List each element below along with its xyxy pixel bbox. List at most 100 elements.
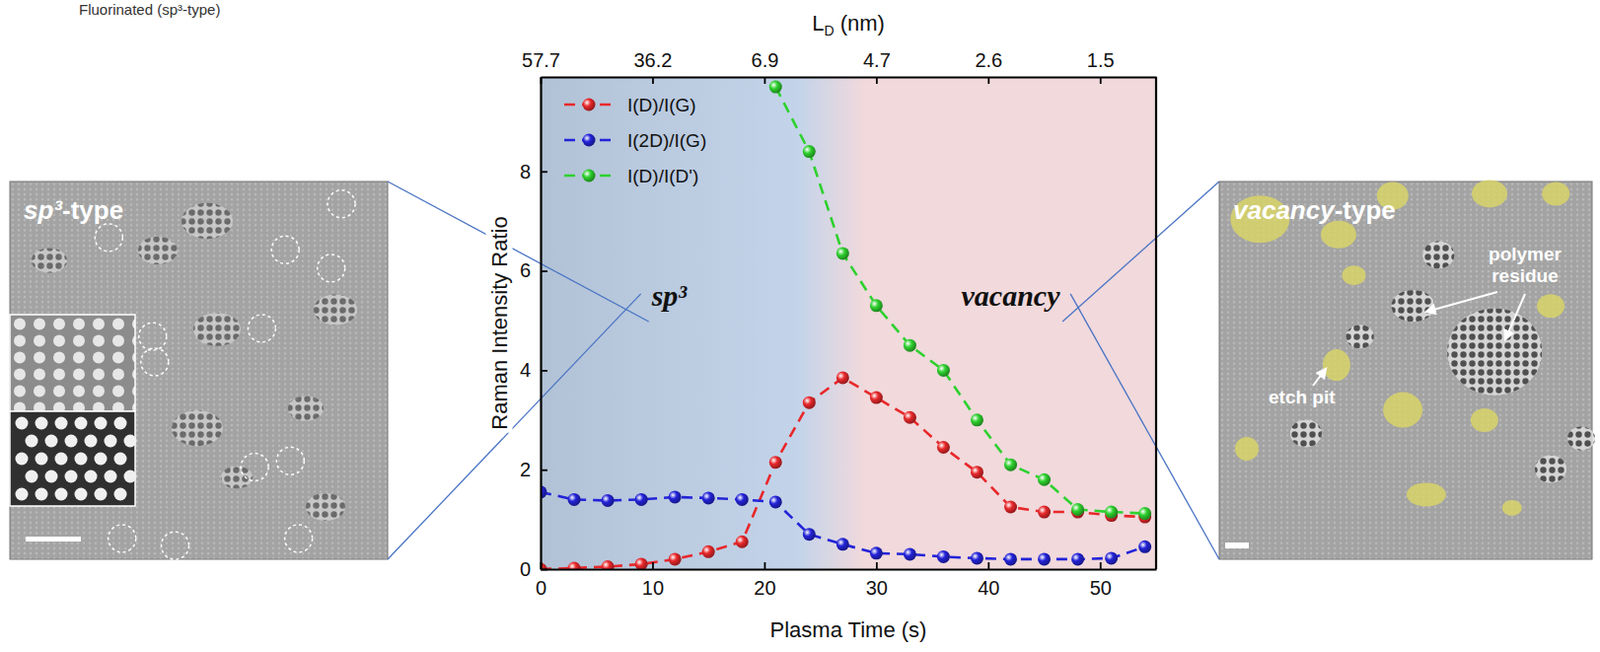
inset-atom [55,452,69,466]
inset-atom [104,470,118,484]
axis-line [539,77,542,571]
defect-cluster [193,312,241,347]
inset-atom [45,435,59,448]
inset-atom [55,488,69,502]
data-point [769,495,783,509]
axis-title-group: Raman Intensity Ratio [486,213,513,433]
tick-mark [540,569,548,572]
inset-atom [45,470,59,484]
etch-pit [1470,408,1499,433]
etch-pit [1406,482,1447,507]
data-point [735,493,749,507]
tick-mark [987,562,990,570]
polymer-residue [1346,324,1375,349]
data-point [870,391,883,405]
defect-marker [94,223,123,252]
tick-label: 10 [642,577,664,599]
data-point [568,493,582,507]
tick-label: 40 [977,577,1000,599]
inset-atom [74,417,88,431]
data-point [970,413,984,427]
series-line [540,377,1146,570]
inset-image [9,411,136,507]
tick-label: 20 [753,577,776,599]
tick-mark [652,76,655,84]
tick: 50 [1090,562,1112,599]
polymer-residue [1290,419,1322,447]
connector-line [387,181,650,322]
tick-label: 4.7 [863,49,891,72]
data-point [601,494,615,508]
etch-pit [1382,392,1423,429]
inset-atom [114,488,128,502]
tick-label: 2 [519,458,531,481]
inset-atom [104,435,118,448]
data-point [668,490,682,504]
tick: 10 [642,562,664,599]
tick-label: 50 [1090,577,1112,599]
data-point [1138,507,1152,520]
data-point [769,80,783,94]
polymer-residue [1422,240,1455,269]
inset-atom [74,452,88,466]
data-point [1037,473,1051,487]
legend-marker [582,98,596,112]
axis-line [541,75,1158,78]
data-point [1104,506,1118,519]
polymer-residue [1447,308,1542,396]
panel-title: vacancy-type [1233,195,1396,225]
tick: 8 [519,160,548,183]
tick-label: 0 [535,577,547,599]
data-point [937,363,950,377]
polymer-residue [1567,427,1596,451]
data-point [836,246,850,260]
tick-mark [987,76,990,84]
data-point [635,557,649,570]
data-point [735,535,749,549]
tick-label: 57.7 [521,49,561,72]
data-point [702,545,716,559]
tick-label: 4 [519,359,531,381]
arrow [1505,293,1526,340]
tick: 6 [519,259,548,282]
connector-line [387,293,642,560]
defect-marker [285,524,313,553]
etch-pit [1341,265,1366,286]
defect-cluster [31,247,68,273]
tick: 30 [866,562,888,599]
tick: 36.2 [633,49,672,84]
tick: 0 [519,558,548,581]
inset-atom [94,488,108,502]
defect-marker [327,190,356,219]
inset-atom [124,470,138,484]
figure: Fluorinated (sp³-type)sp³-typevacancy-ty… [0,0,1600,652]
connectors [387,181,1220,560]
tick-label: 2.6 [974,49,1003,72]
tick-mark [540,369,548,372]
inset-atom [35,488,49,502]
legend-marker [582,134,596,147]
data-point [802,145,816,158]
data-point [870,298,883,312]
axis: 0 10 20 30 40 50 [535,562,1158,599]
data-point [836,537,850,551]
tick-mark [652,562,655,570]
legend-label: I(2D)/I(G) [627,130,707,151]
tick: 4 [519,359,548,381]
legend-label: I(D)/I(G) [627,94,697,116]
axis: 0 2 4 6 8 [519,77,548,581]
data-point [1071,503,1085,516]
data-point [903,411,917,425]
etch-pit [1541,181,1570,206]
panel-label: polymerresidue [1488,243,1563,287]
axis-title: Raman Intensity Ratio [487,216,512,430]
inset-atom [84,470,98,484]
data-point [903,547,917,561]
tick-mark [764,562,767,570]
region-label: vacancy [961,279,1062,312]
defect-cluster [305,493,346,521]
legend-entry: I(D)/I(D') [564,165,699,187]
legend-marker [582,169,596,183]
scale-bar [25,536,81,542]
data-point [1104,551,1118,565]
